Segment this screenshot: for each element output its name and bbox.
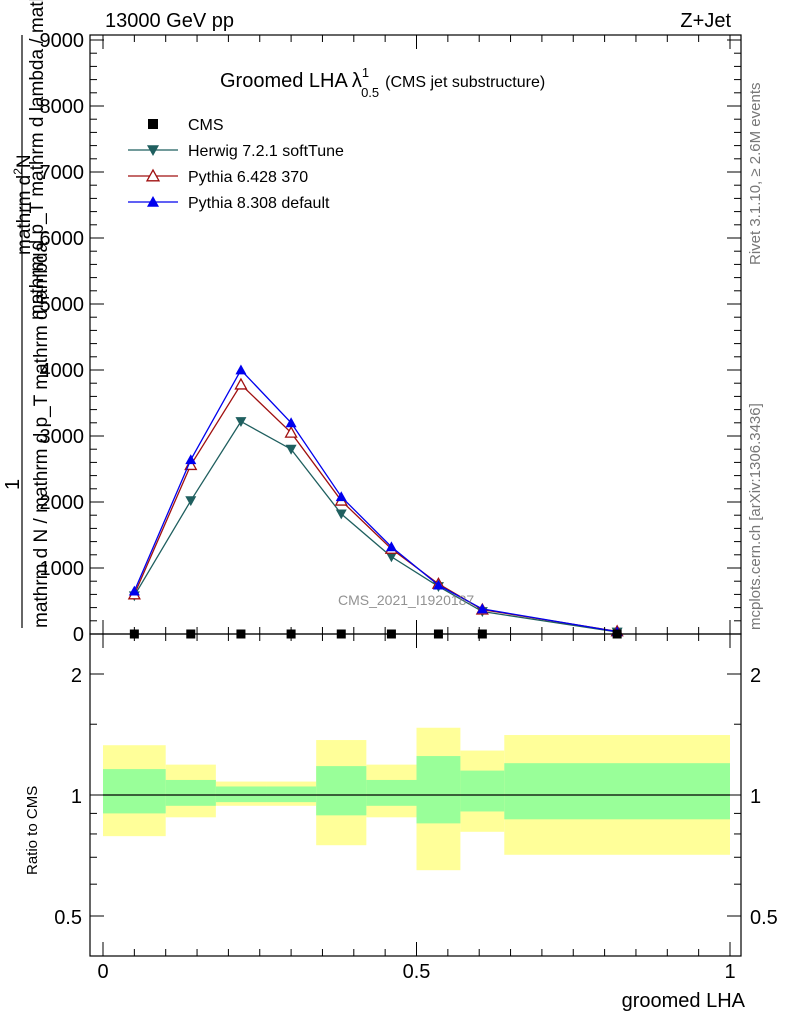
upper-y-tick-label: 3000 [40,426,85,448]
ratio-y-label: Ratio to CMS [24,786,41,875]
x-tick-label: 0 [97,961,108,983]
ratio-y-tick-label-right: 2 [750,665,761,687]
title-main: Groomed LHA [220,70,348,92]
header-right: Z+Jet [680,10,731,32]
y-axis-label-line1: mathrm d2N [11,154,35,255]
legend-marker-pythia-6-428-370 [145,168,161,182]
title-symbol: λ [352,70,362,92]
point-pythia-8-308-default [385,541,397,552]
ratio-y-tick-label: 1 [71,786,82,808]
upper-y-tick-label: 8000 [40,96,85,118]
ratio-ylabel: Ratio to CMS [24,786,41,875]
y-axis-label-line2: mathrm d N / mathrm d p_T mathrm d lambd… [31,241,52,628]
ratio-band-green [366,779,417,806]
legend-marker-cms [148,119,158,129]
y-axis-label-overlay: mathrm d p_T mathrm d lambda / mathrm d … [27,0,48,320]
legend-label-herwig-7-2-1-softtune: Herwig 7.2.1 softTune [188,143,344,160]
title-sub: 0.5 [361,85,379,100]
header-left: 13000 GeV pp [105,10,234,32]
point-pythia-8-308-default [128,585,140,596]
upper-y-tick-label: 0 [73,624,84,646]
title-sup: 1 [362,65,369,80]
lower-panel: 0.5 0.5 1 1 2 2 0 0.5 1 Ratio to CMS groomed LHA [24,35,778,1012]
legend: CMS Herwig 7.2.1 softTune Pythia 6.428 370… [128,117,344,212]
lower-ticks: 0.5 0.5 1 1 2 2 0 0.5 1 [54,35,778,983]
point-herwig-7-2-1-softtune [185,496,197,507]
ratio-bands [103,727,730,871]
point-pythia-8-308-default [335,491,347,502]
x-tick-label: 0.5 [403,961,431,983]
ratio-band-green [504,763,730,820]
point-herwig-7-2-1-softtune [285,444,297,455]
point-pythia-8-308-default [185,454,197,465]
ratio-band-green [460,770,505,812]
ratio-y-tick-label-right: 0.5 [750,907,778,929]
legend-label-cms: CMS [188,117,224,134]
upper-y-tick-label: 7000 [40,162,85,184]
ratio-band-green [165,779,216,806]
mcplots-label: mcplots.cern.ch [arXiv:1306.3436] [747,403,764,630]
point-pythia-8-308-default [285,417,297,428]
upper-y-tick-label: 5000 [40,294,85,316]
point-herwig-7-2-1-softtune [335,509,347,520]
rivet-label: Rivet 3.1.10, ≥ 2.6M events [747,83,764,266]
upper-y-tick-label: 2000 [40,492,85,514]
point-herwig-7-2-1-softtune [385,552,397,563]
point-pythia-8-308-default [235,364,247,375]
point-herwig-7-2-1-softtune [235,417,247,427]
y-axis-label: 1 [2,479,24,490]
plot-title: Groomed LHA λ1 0.5 (CMS jet substructure) [220,65,545,100]
legend-label-pythia-6-428-370: Pythia 6.428 370 [188,169,308,186]
upper-panel: 0 1000 2000 3000 4000 5000 6000 7000 8000 9000 Gr… [2,0,742,646]
legend-label-pythia-8-308-default: Pythia 8.308 default [188,195,330,212]
x-tick-label: 1 [724,961,735,983]
watermark: CMS_2021_I1920187 [338,592,474,608]
ylabel-numerator: 1 [2,479,24,490]
point-pythia-6-428-370 [284,425,298,438]
upper-y-tick-label: 4000 [40,360,85,382]
ylabel-line1b: N [14,154,35,168]
legend-marker-pythia-8-308-default [147,196,159,207]
ratio-y-tick-label: 2 [71,665,82,687]
upper-y-tick-label: 6000 [40,228,85,250]
upper-y-ticks: 0 1000 2000 3000 4000 5000 6000 7000 8000 9000 [40,30,741,646]
ratio-band-green [215,786,267,803]
ylabel-overlay: mathrm d p_T mathrm d lambda / mathrm d … [27,0,48,320]
ratio-band-green [416,756,461,824]
ratio-y-tick-label: 0.5 [54,907,82,929]
x-axis-label: groomed LHA [622,990,746,1012]
point-pythia-8-308-default [432,579,444,590]
ratio-band-green [103,769,166,814]
ratio-y-tick-label-right: 1 [750,786,761,808]
ylabel-line1: mathrm d [14,175,35,255]
svg-text:mathrm d2N: mathrm d2N [11,154,35,255]
upper-y-tick-label: 1000 [40,558,85,580]
point-pythia-8-308-default [476,603,488,614]
legend-marker-herwig-7-2-1-softtune [147,145,159,156]
ylabel-line2: mathrm d N / mathrm d p_T mathrm d lambd… [31,241,52,628]
upper-y-tick-label: 9000 [40,30,85,52]
ylabel-sup: 2 [11,168,25,175]
ratio-band-green [316,766,367,816]
point-pythia-6-428-370 [234,377,248,390]
title-note: (CMS jet substructure) [385,74,545,91]
ratio-band-green [266,786,317,803]
